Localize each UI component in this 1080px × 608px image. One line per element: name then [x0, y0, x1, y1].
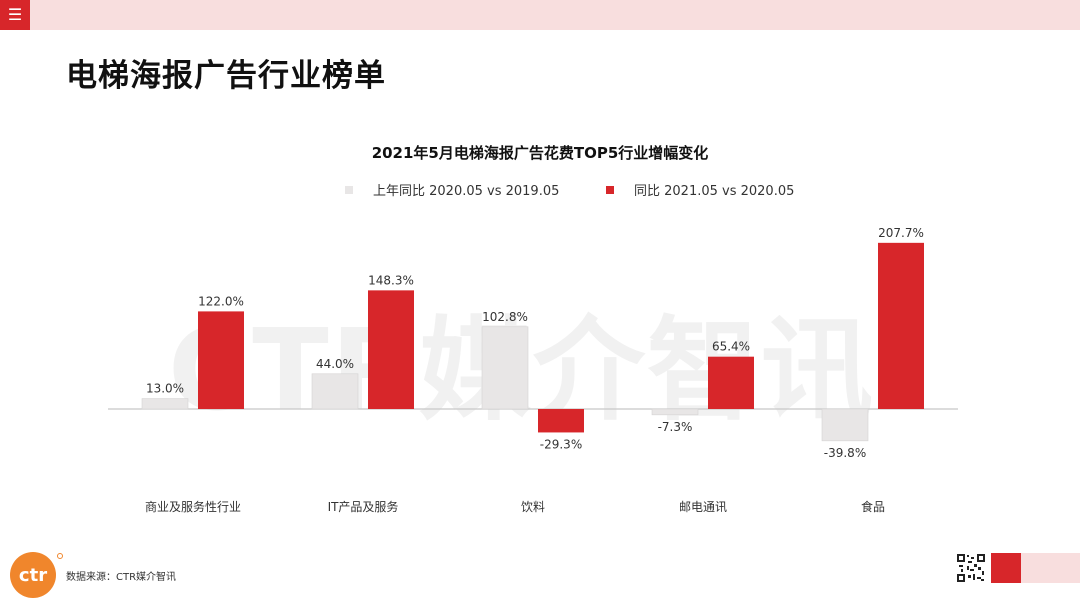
data-label-current-year-4: 207.7%: [878, 226, 924, 240]
bar-current-year-4: [878, 242, 924, 409]
category-label-0: 商业及服务性行业: [145, 499, 241, 514]
data-label-prev-year-4: -39.8%: [824, 446, 866, 460]
chart-legend: 上年同比 2020.05 vs 2019.05 同比 2021.05 vs 20…: [0, 180, 1080, 200]
menu-icon: ☰: [7, 5, 23, 24]
data-label-current-year-2: -29.3%: [540, 437, 582, 451]
bar-current-year-2: [538, 409, 584, 433]
category-label-3: 邮电通讯: [679, 500, 727, 514]
menu-button[interactable]: ☰: [0, 0, 30, 30]
legend-item-current-year: 同比 2021.05 vs 2020.05: [606, 180, 794, 199]
legend-label-prev-year: 上年同比 2020.05 vs 2019.05: [373, 184, 560, 199]
data-label-prev-year-3: -7.3%: [658, 420, 693, 434]
category-label-1: IT产品及服务: [328, 499, 399, 514]
qr-code-icon: [956, 553, 986, 583]
data-label-prev-year-1: 44.0%: [316, 357, 354, 371]
bar-prev-year-4: [821, 408, 869, 442]
top-banner: [0, 0, 1080, 30]
category-label-4: 食品: [861, 499, 885, 514]
data-label-current-year-1: 148.3%: [368, 273, 414, 287]
data-label-prev-year-2: 102.8%: [482, 310, 528, 324]
data-label-current-year-0: 122.0%: [198, 294, 244, 308]
bar-prev-year-0: [141, 398, 189, 410]
footer-accent-bar: [1021, 553, 1080, 583]
ctr-logo: ctr: [10, 552, 56, 598]
page-title: 电梯海报广告行业榜单: [66, 58, 386, 94]
legend-item-prev-year: 上年同比 2020.05 vs 2019.05: [345, 180, 559, 199]
logo-text: ctr: [18, 564, 48, 586]
bar-current-year-0: [198, 311, 244, 409]
data-source: 数据来源：CTR媒介智讯: [66, 572, 177, 583]
category-label-2: 饮料: [521, 500, 545, 514]
legend-swatch-prev-year: [345, 185, 353, 194]
registered-mark-icon: [57, 553, 63, 559]
bar-prev-year-2: [481, 326, 529, 410]
bar-current-year-3: [708, 356, 754, 409]
data-label-current-year-3: 65.4%: [712, 340, 750, 354]
bar-prev-year-3: [651, 408, 699, 416]
legend-label-current-year: 同比 2021.05 vs 2020.05: [634, 184, 795, 199]
footer-accent-square: [991, 553, 1021, 583]
bar-current-year-1: [368, 290, 414, 409]
bar-prev-year-1: [311, 373, 359, 410]
chart-title: 2021年5月电梯海报广告花费TOP5行业增幅变化: [371, 144, 709, 162]
legend-swatch-current-year: [606, 185, 614, 194]
data-label-prev-year-0: 13.0%: [146, 382, 184, 396]
